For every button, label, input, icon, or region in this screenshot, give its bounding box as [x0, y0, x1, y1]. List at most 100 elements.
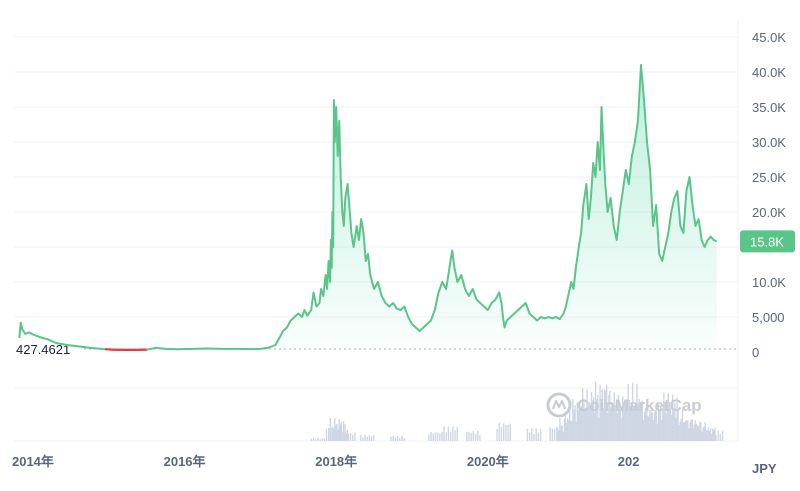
volume-bar-8-5	[454, 430, 456, 441]
volume-bar-29-5	[689, 422, 691, 441]
volume-bar-24-3	[647, 416, 649, 441]
price-area	[19, 65, 717, 350]
volume-bar-18-6	[608, 395, 610, 441]
volume-bar-19-3	[609, 390, 611, 441]
volume-bar-5-1	[362, 437, 364, 441]
volume-bar-9-6	[479, 435, 481, 441]
volume-bar-23-3	[639, 407, 641, 441]
volume-bar-3-2	[337, 429, 340, 441]
volume-bar-21-5	[628, 400, 631, 441]
volume-bar-14-5	[575, 421, 578, 441]
volume-bar-33-5	[719, 433, 722, 441]
volume-bar-25-3	[654, 409, 657, 441]
volume-bar-8-2	[447, 426, 450, 441]
volume-bar-30-0	[685, 420, 688, 441]
volume-bar-25-4	[656, 423, 659, 441]
volume-bar-31-4	[702, 428, 704, 441]
volume-bar-16-5	[590, 391, 593, 441]
volume-bar-4-6	[354, 432, 356, 441]
volume-bar-21-1	[619, 408, 622, 441]
volume-bar-17-2	[591, 400, 594, 441]
volume-bar-17-5	[598, 417, 600, 441]
volume-bar-31-6	[706, 430, 709, 441]
volume-bar-26-0	[655, 410, 657, 441]
volume-bar-23-1	[635, 404, 637, 441]
volume-bar-19-5	[613, 392, 615, 441]
volume-bar-18-3	[601, 389, 603, 441]
volume-bar-6-6	[403, 437, 405, 441]
volume-bar-27-2	[667, 392, 669, 441]
volume-bar-12-4	[558, 430, 560, 441]
volume-bar-2-6	[342, 421, 345, 441]
volume-bar-5-3	[366, 436, 368, 441]
volume-bar-6-2	[394, 437, 397, 441]
volume-bar-22-6	[638, 399, 640, 441]
volume-bar-22-0	[625, 399, 627, 441]
volume-bar-4-2	[345, 433, 347, 441]
volume-bar-3-0	[333, 427, 335, 441]
x-tick-label-4: 202	[618, 454, 640, 469]
volume-bar-17-4	[596, 399, 598, 441]
volume-bar-22-5	[636, 384, 638, 441]
coinmarketcap-logo-icon	[546, 392, 572, 418]
volume-bar-0-3	[317, 437, 319, 441]
y-tick-label-7: 35.0K	[752, 100, 786, 115]
volume-bar-0-5	[321, 437, 324, 441]
volume-bar-30-5	[696, 425, 699, 441]
volume-bar-10-5	[507, 424, 509, 441]
volume-bar-31-0	[693, 424, 695, 441]
volume-bar-2-0	[329, 417, 331, 441]
volume-bar-11-0	[526, 428, 529, 441]
volume-bar-13-1	[559, 418, 561, 441]
volume-bar-32-1	[703, 426, 705, 441]
y-axis: 05,00010.0K15.0K20.0K25.0K30.0K35.0K40.0…	[752, 30, 786, 360]
volume-bar-6-4	[399, 437, 401, 441]
volume-bar-31-2	[697, 426, 700, 441]
volume-bar-30-2	[690, 419, 692, 441]
volume-bar-18-0	[594, 381, 597, 441]
baseline-value-label: 427.4621	[16, 342, 70, 357]
volume-bar-4-1	[343, 433, 345, 441]
volume-bar-12-5	[560, 426, 562, 441]
volume-bar-16-6	[592, 397, 595, 441]
volume-bar-4-5	[351, 434, 354, 441]
price-line[interactable]	[18, 64, 718, 351]
volume-bar-31-3	[700, 422, 702, 441]
volume-bar-21-6	[630, 403, 633, 441]
volume-bar-24-5	[651, 412, 653, 441]
y-tick-label-6: 30.0K	[752, 135, 786, 150]
volume-bar-20-0	[610, 408, 612, 441]
volume-bar-15-1	[574, 405, 576, 441]
volume-bar-16-4	[588, 402, 590, 441]
x-tick-label-3: 2020年	[467, 454, 509, 469]
volume-bar-13-5	[568, 420, 570, 441]
volume-bar-17-1	[589, 408, 591, 441]
watermark-text: CoinMarketCap	[577, 396, 702, 415]
volume-bar-4-4	[349, 433, 352, 441]
volume-bar-27-0	[663, 392, 665, 441]
volume-bar-24-1	[642, 419, 645, 441]
price-line-path	[18, 64, 718, 351]
volume-bar-26-1	[657, 404, 660, 441]
volume-bar-32-6	[714, 427, 716, 441]
volume-bar-28-6	[683, 422, 686, 441]
volume-bar-20-3	[616, 413, 619, 441]
volume-bar-0-6	[323, 438, 326, 441]
volume-bar-4-3	[347, 433, 349, 441]
volume-bar-17-6	[600, 399, 602, 441]
volume-bar-26-5	[666, 411, 668, 441]
volume-bar-10-4	[505, 425, 507, 441]
volume-bar-19-1	[604, 390, 607, 441]
volume-bar-32-5	[712, 428, 714, 441]
volume-bar-6-0	[390, 436, 392, 441]
volume-bar-0-2	[315, 439, 317, 441]
volume-bar-21-3	[624, 404, 626, 441]
volume-bar-11-3	[533, 434, 535, 441]
volume-bar-7-1	[430, 431, 432, 441]
volume-bar-25-1	[650, 410, 652, 441]
volume-bar-24-6	[653, 412, 656, 441]
volume-bar-16-0	[579, 409, 582, 441]
volume-bar-10-1	[498, 422, 500, 441]
